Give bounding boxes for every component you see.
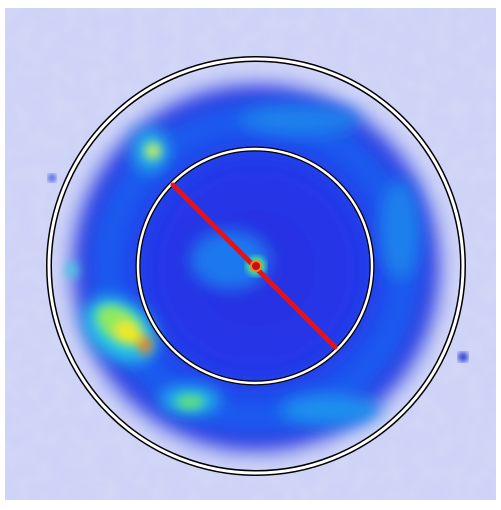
outer-circle xyxy=(46,56,466,476)
hot-spots xyxy=(66,143,204,409)
central-source xyxy=(250,260,262,272)
inner-circle xyxy=(135,146,375,386)
point-source xyxy=(48,174,56,182)
point-source xyxy=(458,352,468,362)
